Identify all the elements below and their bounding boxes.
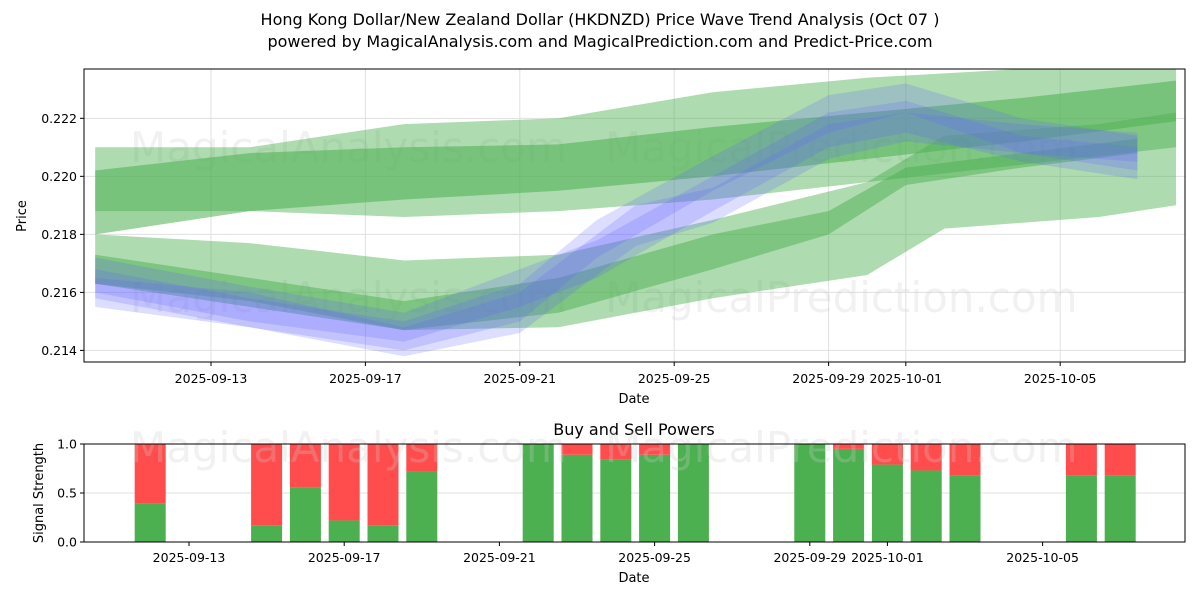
sell-bar [1104, 444, 1136, 476]
x-tick-label: 2025-09-25 [638, 371, 711, 386]
sell-bar [871, 444, 903, 465]
price-plot-frame [83, 68, 1186, 363]
buy-bar [561, 454, 593, 542]
buy-bar [522, 444, 554, 542]
short-wave-blue-3 [95, 112, 1138, 357]
signal-y-axis: 0.0 0.5 1.0 [57, 437, 84, 550]
x-tick-label: 2025-09-13 [175, 371, 248, 386]
price-x-axis: 2025-09-13 2025-09-17 2025-09-21 2025-09-25… [175, 362, 1097, 386]
y-tick-label: 0.5 [57, 486, 77, 501]
sell-bar [1065, 444, 1097, 476]
sell-bar [600, 444, 632, 460]
price-x-label: Date [618, 392, 649, 407]
long-trend-upper-core [95, 80, 1177, 235]
buy-bar [251, 525, 283, 542]
buy-bar [367, 525, 399, 542]
x-tick-label: 2025-09-21 [463, 550, 536, 565]
watermark: MagicalPrediction.com [605, 423, 1078, 472]
x-tick-label: 2025-10-05 [1006, 550, 1079, 565]
buy-bar [134, 503, 166, 542]
sell-bar [406, 444, 438, 472]
y-tick-label: 1.0 [57, 437, 77, 452]
price-y-label: Price [15, 200, 30, 232]
signal-bars [134, 444, 1136, 542]
sell-bar [289, 444, 321, 488]
buy-bar [328, 520, 360, 542]
x-tick-label: 2025-09-17 [308, 550, 381, 565]
x-tick-label: 2025-10-05 [1024, 371, 1097, 386]
sell-bar [561, 444, 593, 455]
x-tick-label: 2025-09-17 [329, 371, 402, 386]
x-tick-label: 2025-09-29 [773, 550, 846, 565]
sell-bar [367, 444, 399, 526]
buy-bar [871, 464, 903, 542]
x-tick-label: 2025-10-01 [851, 550, 924, 565]
y-tick-label: 0.214 [41, 343, 77, 358]
y-tick-label: 0.218 [41, 227, 77, 242]
buy-bar [600, 459, 632, 542]
buy-bar [289, 487, 321, 542]
signal-x-label: Date [618, 571, 649, 586]
sell-bar [910, 444, 942, 471]
sell-bar [949, 444, 981, 476]
watermark: MagicalAnalysis.com [130, 423, 567, 472]
sell-bar [833, 444, 865, 449]
x-tick-label: 2025-09-21 [483, 371, 556, 386]
sell-bar [134, 444, 166, 504]
x-tick-label: 2025-09-29 [792, 371, 865, 386]
buy-bar [639, 454, 671, 542]
y-tick-label: 0.0 [57, 535, 77, 550]
long-trend-lower-band [95, 112, 1177, 331]
x-tick-label: 2025-09-25 [618, 550, 691, 565]
signal-y-label: Signal Strength [32, 443, 47, 543]
signal-x-axis: 2025-09-13 2025-09-17 2025-09-21 2025-09-25… [153, 542, 1079, 565]
price-y-axis: 0.214 0.216 0.218 0.220 0.222 [41, 111, 84, 358]
short-wave-green [95, 138, 1138, 331]
y-tick-label: 0.220 [41, 169, 77, 184]
sell-bar [251, 444, 283, 526]
buy-bar [677, 444, 709, 542]
x-tick-label: 2025-09-13 [153, 550, 226, 565]
signal-chart-title: Buy and Sell Powers [553, 420, 715, 439]
y-tick-label: 0.216 [41, 285, 77, 300]
buy-bar [1065, 475, 1097, 542]
buy-bar [1104, 475, 1136, 542]
price-bands [95, 69, 1177, 357]
short-wave-blue-1 [95, 83, 1138, 351]
sell-bar [328, 444, 360, 521]
buy-bar [949, 475, 981, 542]
x-tick-label: 2025-10-01 [869, 371, 942, 386]
buy-bar [910, 470, 942, 542]
sell-bar [639, 444, 671, 455]
y-tick-label: 0.222 [41, 111, 77, 126]
buy-bar [833, 448, 865, 542]
chart-subtitle: powered by MagicalAnalysis.com and Magic… [267, 32, 933, 51]
buy-bar [794, 444, 826, 542]
watermark: MagicalPrediction.com [605, 273, 1078, 322]
buy-bar [406, 471, 438, 542]
chart-title: Hong Kong Dollar/New Zealand Dollar (HKD… [260, 10, 940, 29]
